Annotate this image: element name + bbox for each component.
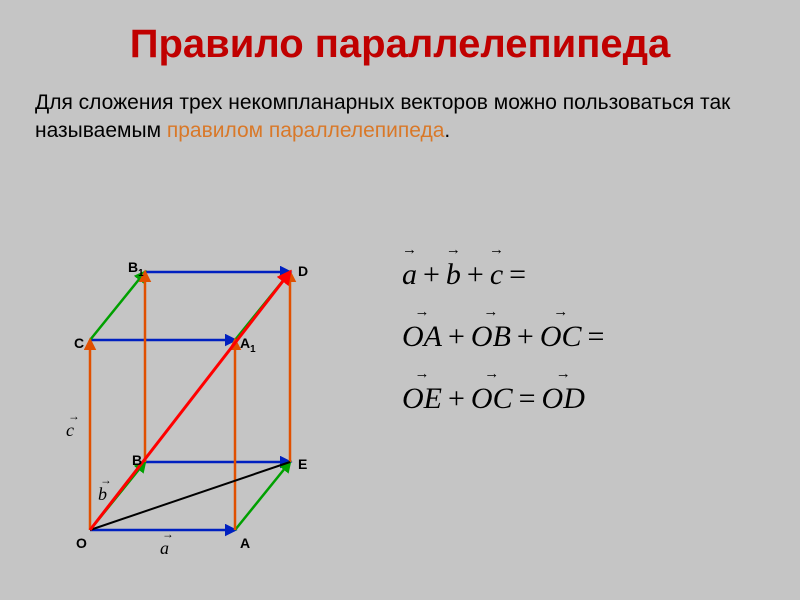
svg-text:O: O	[76, 535, 87, 551]
formula-line-2: →OA+→OB+→OC=	[400, 320, 608, 354]
svg-text:b: b	[98, 484, 107, 504]
formula-line-3: →OE+→OC=→OD	[400, 382, 608, 416]
svg-text:E: E	[298, 456, 307, 472]
svg-text:D: D	[298, 263, 308, 279]
operator: +	[517, 320, 534, 354]
svg-text:A: A	[240, 535, 250, 551]
vector-term: →OE	[402, 382, 442, 416]
desc-suffix: .	[444, 119, 450, 142]
formula-line-1: →a+→b+→c=	[400, 258, 608, 292]
svg-text:c: c	[66, 420, 74, 440]
vector-term: →a	[402, 258, 417, 292]
operator: +	[448, 382, 465, 416]
diagram-svg: OABECA1B1D→a→b→c	[60, 240, 360, 560]
vector-term: →c	[490, 258, 503, 292]
vector-term: →OB	[471, 320, 511, 354]
description-text: Для сложения трех некомпланарных векторо…	[0, 67, 800, 146]
svg-text:B1: B1	[128, 259, 144, 279]
parallelepiped-diagram: OABECA1B1D→a→b→c	[60, 240, 360, 560]
operator: +	[467, 258, 484, 292]
operator: =	[509, 258, 526, 292]
formula-block: →a+→b+→c= →OA+→OB+→OC= →OE+→OC=→OD	[400, 258, 608, 444]
vector-term: →b	[446, 258, 461, 292]
operator: +	[448, 320, 465, 354]
vector-term: →OC	[540, 320, 582, 354]
desc-highlight: правилом параллелепипеда	[167, 119, 445, 142]
svg-text:B: B	[132, 452, 142, 468]
vector-term: →OA	[402, 320, 442, 354]
svg-text:a: a	[160, 538, 169, 558]
vector-term: →OD	[542, 382, 585, 416]
operator: +	[423, 258, 440, 292]
page-title: Правило параллелепипеда	[0, 0, 800, 67]
vector-term: →OC	[471, 382, 513, 416]
svg-text:C: C	[74, 335, 84, 351]
operator: =	[519, 382, 536, 416]
operator: =	[588, 320, 605, 354]
svg-text:A1: A1	[240, 335, 256, 355]
